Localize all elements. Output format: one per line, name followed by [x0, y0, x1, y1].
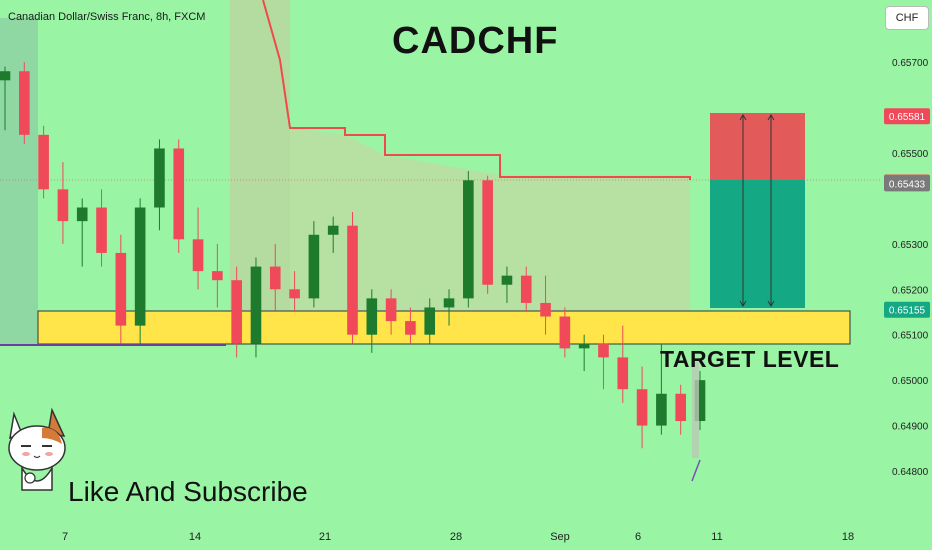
candle-body [675, 393, 687, 422]
candle-body [540, 302, 551, 317]
stop-loss-box [710, 113, 805, 180]
time-tick-label: 28 [450, 531, 462, 543]
time-tick-label: 21 [319, 531, 331, 543]
candle-body [231, 280, 242, 344]
candle-body [154, 148, 165, 208]
price-tick-label: 0.65200 [892, 285, 929, 296]
take-profit-box [710, 180, 805, 308]
projection-bar [692, 362, 699, 458]
candle-body [192, 239, 204, 272]
price-axis-ticks: 0.64800 0.64900 0.65000 0.65100 0.65200 0.653… [892, 58, 929, 478]
currency-button[interactable]: CHF [885, 6, 929, 30]
candle-body [559, 316, 571, 349]
candle-body [501, 275, 513, 285]
price-axis [882, 0, 932, 550]
candle-body [463, 180, 474, 299]
candle-body [38, 134, 49, 190]
time-tick-label: 6 [635, 531, 641, 543]
candle-body [0, 71, 11, 81]
candle-body [57, 189, 69, 222]
candle-body [327, 225, 339, 235]
candle-body [482, 180, 493, 285]
candle-body [366, 298, 378, 335]
candle-body [269, 266, 281, 290]
price-tick-label: 0.64900 [892, 422, 929, 433]
candle-body [308, 234, 320, 299]
candle-body [636, 389, 648, 426]
target-zone [37, 310, 851, 345]
time-tick-label: 14 [189, 531, 201, 543]
candle-body [578, 343, 590, 349]
price-badge-bid [884, 175, 930, 192]
candle-body [18, 71, 30, 135]
candle-body [173, 148, 185, 240]
candle-body [115, 252, 127, 326]
candle-body [250, 266, 262, 344]
projection-line [691, 459, 701, 482]
price-tick-label: 0.65700 [892, 58, 929, 69]
price-tick-label: 0.65300 [892, 240, 929, 251]
price-tick-label: 0.65100 [892, 331, 929, 342]
candle-body [385, 298, 397, 322]
subscribe-text: Like And Subscribe [68, 476, 308, 507]
candle-body [694, 380, 706, 422]
price-badge-label: 0.65433 [889, 179, 926, 190]
price-tick-label: 0.65500 [892, 149, 929, 160]
cat-mascot-icon [8, 407, 66, 491]
candle-body [289, 289, 300, 299]
time-tick-label: 7 [62, 531, 68, 543]
trade-arrows [739, 114, 775, 307]
candle-body [520, 275, 532, 303]
candle-body [212, 271, 223, 281]
candle-body [424, 307, 436, 335]
candle-body [134, 207, 146, 326]
candle-body [347, 225, 358, 335]
symbol-info: Canadian Dollar/Swiss Franc, 8h, FXCM [8, 11, 206, 23]
price-tick-label: 0.64800 [892, 467, 929, 478]
candle-body [76, 207, 88, 222]
candle-body [598, 343, 609, 358]
trailing-stop-line [262, 0, 691, 180]
candle-body [656, 393, 667, 426]
left-shade-region [0, 18, 38, 344]
candle-body [405, 321, 416, 335]
time-tick-label: 11 [711, 531, 722, 543]
candle-body [617, 357, 629, 390]
price-tick-label: 0.65000 [892, 376, 929, 387]
candles-group [0, 62, 706, 449]
candle-body [96, 207, 107, 253]
target-level-label: TARGET LEVEL [660, 346, 840, 372]
time-tick-label: Sep [550, 531, 570, 543]
candle-body [443, 298, 455, 308]
price-badge-label: 0.65155 [889, 306, 926, 317]
price-badge-stop [884, 108, 930, 125]
chart-title: CADCHF [392, 20, 559, 62]
price-badge-target [884, 301, 930, 318]
price-badge-label: 0.65581 [889, 112, 926, 123]
time-axis-ticks: 7 14 21 28 Sep 6 11 18 [62, 531, 854, 543]
time-tick-label: 18 [842, 531, 854, 543]
